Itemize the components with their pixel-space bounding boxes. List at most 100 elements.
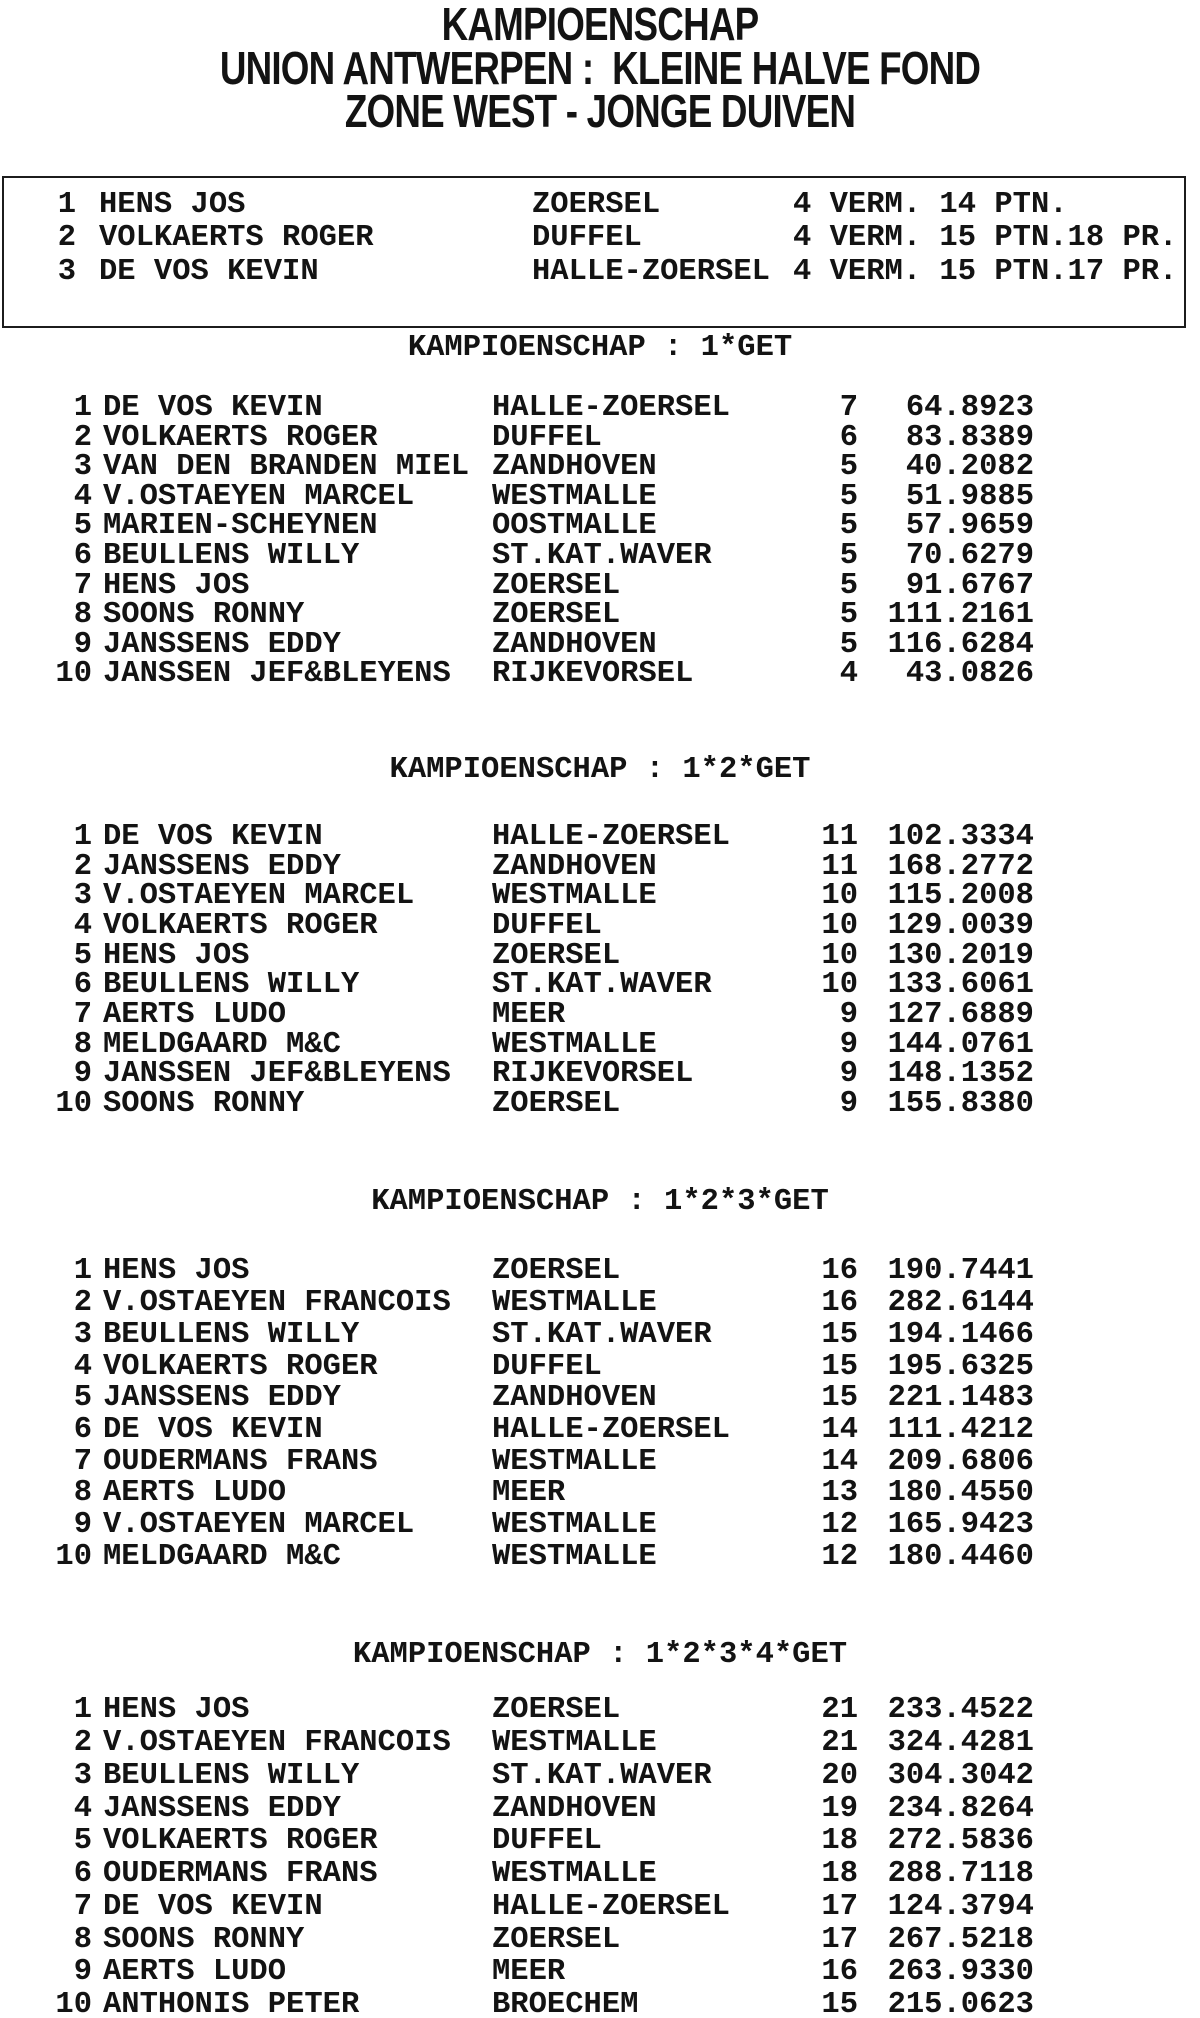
row-count: 15 — [821, 1350, 858, 1384]
row-points: 282.6144 — [887, 1286, 1034, 1320]
result-row: 9 V.OSTAEYEN MARCEL WESTMALLE 12 165.942… — [0, 1510, 1200, 1542]
row-name: V.OSTAEYEN MARCEL — [103, 480, 415, 514]
row-points: 263.9330 — [887, 1955, 1034, 1989]
row-rank: 2 — [73, 421, 92, 455]
row-points: 155.8380 — [887, 1087, 1034, 1121]
row-count: 9 — [839, 1028, 858, 1062]
row-name: SOONS RONNY — [103, 1923, 305, 1957]
row-name: OUDERMANS FRANS — [103, 1857, 378, 1891]
row-rank: 1 — [73, 1254, 92, 1288]
row-name: V.OSTAEYEN MARCEL — [103, 879, 415, 913]
row-points: 288.7118 — [887, 1857, 1034, 1891]
row-rank: 1 — [57, 188, 76, 222]
row-name: DE VOS KEVIN — [103, 1413, 323, 1447]
result-row: 7 OUDERMANS FRANS WESTMALLE 14 209.6806 — [0, 1447, 1200, 1479]
result-row: 8 MELDGAARD M&C WESTMALLE 9 144.0761 — [0, 1030, 1200, 1062]
row-points: 111.2161 — [887, 598, 1034, 632]
row-rank: 10 — [55, 1988, 92, 2018]
row-points: 130.2019 — [887, 939, 1034, 973]
row-points: 43.0826 — [905, 657, 1034, 691]
row-rank: 8 — [73, 598, 92, 632]
row-city: MEER — [492, 1955, 566, 1989]
row-city: WESTMALLE — [492, 1540, 657, 1574]
row-points: 180.4550 — [887, 1476, 1034, 1510]
row-count: 20 — [821, 1759, 858, 1793]
row-count: 12 — [821, 1508, 858, 1542]
row-name: BEULLENS WILLY — [103, 1318, 360, 1352]
result-row: 6 DE VOS KEVIN HALLE-ZOERSEL 14 111.4212 — [0, 1415, 1200, 1447]
row-points: 64.8923 — [905, 391, 1034, 425]
row-points: 116.6284 — [887, 628, 1034, 662]
row-city: DUFFEL — [492, 1824, 602, 1858]
row-rank: 4 — [73, 1350, 92, 1384]
result-row: 2 JANSSENS EDDY ZANDHOVEN 11 168.2772 — [0, 852, 1200, 884]
row-name: JANSSENS EDDY — [103, 1381, 341, 1415]
page-subtitle-zone: ZONE WEST - JONGE DUIVEN — [344, 85, 856, 137]
row-city: HALLE-ZOERSEL — [492, 820, 730, 854]
row-rank: 9 — [73, 1057, 92, 1091]
result-row: 8 AERTS LUDO MEER 13 180.4550 — [0, 1478, 1200, 1510]
row-city: ZANDHOVEN — [492, 628, 657, 662]
row-points: 83.8389 — [905, 421, 1034, 455]
row-count: 9 — [839, 998, 858, 1032]
row-rank: 4 — [73, 480, 92, 514]
row-city: WESTMALLE — [492, 879, 657, 913]
row-points: 165.9423 — [887, 1508, 1034, 1542]
row-city: ZANDHOVEN — [492, 850, 657, 884]
row-name: DE VOS KEVIN — [103, 391, 323, 425]
result-row: 6 BEULLENS WILLY ST.KAT.WAVER 10 133.606… — [0, 970, 1200, 1002]
row-name: DE VOS KEVIN — [99, 255, 319, 289]
row-points: 272.5836 — [887, 1824, 1034, 1858]
result-row: 4 VOLKAERTS ROGER DUFFEL 15 195.6325 — [0, 1352, 1200, 1384]
row-count: 15 — [821, 1381, 858, 1415]
row-rank: 4 — [73, 1792, 92, 1826]
row-count: 10 — [821, 879, 858, 913]
section-header: KAMPIOENSCHAP : 1*GET — [407, 331, 793, 365]
row-count: 5 — [839, 450, 858, 484]
result-row: 1 HENS JOS ZOERSEL 21 233.4522 — [0, 1695, 1200, 1727]
row-count: 17 — [821, 1923, 858, 1957]
row-points: 111.4212 — [887, 1413, 1034, 1447]
row-rank: 10 — [55, 1540, 92, 1574]
row-points: 234.8264 — [887, 1792, 1034, 1826]
row-rank: 3 — [73, 1318, 92, 1352]
row-points: 190.7441 — [887, 1254, 1034, 1288]
result-row: 3 V.OSTAEYEN MARCEL WESTMALLE 10 115.200… — [0, 881, 1200, 913]
row-count: 14 — [821, 1445, 858, 1479]
result-row: 5 MARIEN-SCHEYNEN OOSTMALLE 5 57.9659 — [0, 511, 1200, 543]
row-detail: 4 VERM. 14 PTN. — [793, 188, 1068, 222]
result-row: 10 ANTHONIS PETER BROECHEM 15 215.0623 — [0, 1990, 1200, 2018]
row-city: ZOERSEL — [492, 1254, 621, 1288]
row-rank: 8 — [73, 1028, 92, 1062]
row-name: VOLKAERTS ROGER — [103, 1824, 378, 1858]
row-count: 10 — [821, 909, 858, 943]
row-name: ANTHONIS PETER — [103, 1988, 360, 2018]
row-count: 10 — [821, 968, 858, 1002]
row-rank: 7 — [73, 1890, 92, 1924]
row-city: WESTMALLE — [492, 480, 657, 514]
row-count: 11 — [821, 850, 858, 884]
row-name: V.OSTAEYEN MARCEL — [103, 1508, 415, 1542]
row-rank: 8 — [73, 1476, 92, 1510]
row-name: JANSSENS EDDY — [103, 850, 341, 884]
row-rank: 3 — [73, 1759, 92, 1793]
row-count: 15 — [821, 1988, 858, 2018]
row-rank: 5 — [73, 1381, 92, 1415]
row-name: VOLKAERTS ROGER — [103, 1350, 378, 1384]
result-row: 5 HENS JOS ZOERSEL 10 130.2019 — [0, 941, 1200, 973]
row-city: ZANDHOVEN — [492, 450, 657, 484]
row-points: 168.2772 — [887, 850, 1034, 884]
row-city: WESTMALLE — [492, 1508, 657, 1542]
row-city: ZANDHOVEN — [492, 1792, 657, 1826]
row-rank: 1 — [73, 391, 92, 425]
row-city: MEER — [492, 998, 566, 1032]
result-row: 1 DE VOS KEVIN HALLE-ZOERSEL 11 102.3334 — [0, 822, 1200, 854]
row-count: 4 — [839, 657, 858, 691]
row-name: HENS JOS — [103, 939, 250, 973]
row-rank: 3 — [73, 450, 92, 484]
row-city: HALLE-ZOERSEL — [492, 1890, 730, 1924]
row-city: WESTMALLE — [492, 1445, 657, 1479]
result-row: 3 BEULLENS WILLY ST.KAT.WAVER 20 304.304… — [0, 1761, 1200, 1793]
row-points: 70.6279 — [905, 539, 1034, 573]
result-row: 7 DE VOS KEVIN HALLE-ZOERSEL 17 124.3794 — [0, 1892, 1200, 1924]
